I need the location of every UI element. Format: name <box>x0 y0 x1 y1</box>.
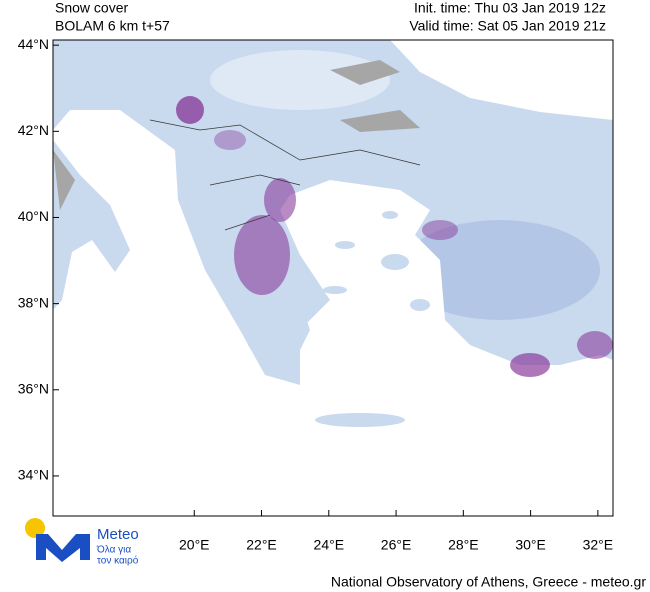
logo-tagline: τον καιρό <box>97 555 139 567</box>
map-frame <box>52 39 614 517</box>
valid-time: Valid time: Sat 05 Jan 2019 21z <box>409 18 606 34</box>
island <box>335 241 355 249</box>
model: BOLAM 6 km t+57 <box>55 18 170 34</box>
bare-ground <box>330 60 400 85</box>
snow-deep <box>234 215 290 295</box>
title: Snow cover <box>55 0 128 16</box>
snow-deep <box>577 331 613 359</box>
logo-tagline: Όλα για <box>96 545 131 556</box>
logo-sun <box>25 518 45 538</box>
border <box>149 119 421 231</box>
bare-ground <box>53 150 75 210</box>
y-tick-label: 44°N <box>18 36 49 52</box>
island <box>323 286 347 294</box>
x-tick-label: 26°E <box>381 537 412 553</box>
x-tick-label: 30°E <box>515 537 546 553</box>
y-tick-label: 42°N <box>18 122 49 138</box>
x-tick-label: 32°E <box>583 537 614 553</box>
y-tick-label: 36°N <box>18 380 49 396</box>
x-tick-label: 28°E <box>448 537 479 553</box>
y-tick-label: 34°N <box>18 467 49 483</box>
init-time: Init. time: Thu 03 Jan 2019 12z <box>414 0 606 16</box>
peloponnese <box>240 300 310 372</box>
island <box>382 211 398 219</box>
snow-deep <box>510 353 550 377</box>
logo-name: Meteo <box>97 526 139 543</box>
y-tick-label: 40°N <box>18 208 49 224</box>
snow-mid <box>400 220 600 320</box>
crete <box>315 413 405 427</box>
island <box>381 254 409 270</box>
logo-mark <box>36 534 90 562</box>
footer: National Observatory of Athens, Greece -… <box>331 574 646 590</box>
snow-light <box>210 50 390 110</box>
sea <box>53 110 613 516</box>
y-tick-label: 38°N <box>18 294 49 310</box>
black-sea <box>390 40 613 120</box>
map-area <box>53 40 613 516</box>
bare-ground <box>340 110 420 132</box>
x-tick-label: 20°E <box>179 537 210 553</box>
ticks: 20°E 22°E 24°E 26°E 28°E 30°E 32°E 44°N 42°N 40°N… <box>18 36 613 553</box>
x-tick-label: 22°E <box>246 537 277 553</box>
island <box>410 299 430 311</box>
snow-deep <box>422 220 458 240</box>
x-tick-label: 24°E <box>314 537 345 553</box>
snow-deep <box>214 130 246 150</box>
snow-deep <box>264 178 296 222</box>
snow-deep <box>176 96 204 124</box>
